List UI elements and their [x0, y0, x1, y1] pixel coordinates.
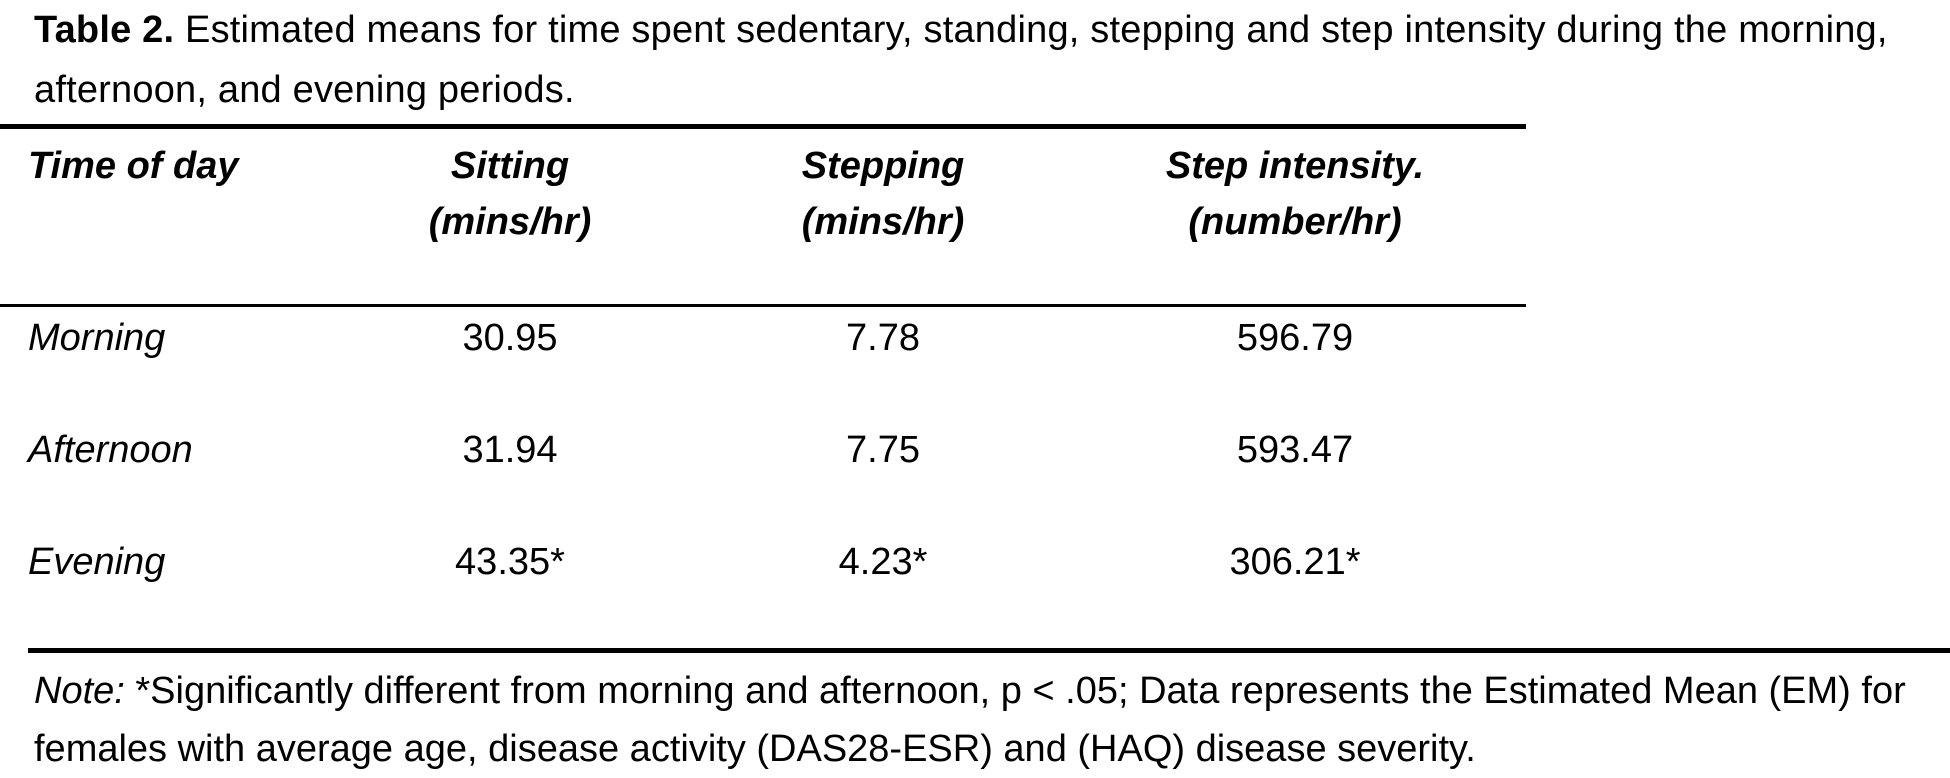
cell-evening-stepping: 4.23*	[838, 541, 928, 583]
cell-morning-intensity: 596.79	[1236, 317, 1354, 359]
cell-afternoon-intensity: 593.47	[1236, 429, 1354, 471]
cell-morning-stepping: 7.78	[846, 317, 920, 359]
header-stepping-unit: (mins/hr)	[801, 201, 965, 243]
header-step-intensity: Step intensity.	[1165, 145, 1425, 187]
table-bottom-rule	[28, 648, 1950, 653]
table-top-rule	[0, 124, 1526, 129]
header-time-of-day: Time of day	[28, 145, 239, 187]
header-sitting-unit: (mins/hr)	[428, 201, 592, 243]
table-caption: Table 2. Estimated means for time spent …	[34, 0, 1924, 120]
header-step-intensity-unit: (number/hr)	[1188, 201, 1402, 243]
row-label-evening: Evening	[28, 541, 166, 583]
table-note: Note: *Significantly different from morn…	[34, 662, 1934, 778]
cell-afternoon-stepping: 7.75	[846, 429, 920, 471]
cell-morning-sitting: 30.95	[462, 317, 558, 359]
cell-evening-sitting: 43.35*	[455, 541, 565, 583]
header-stepping: Stepping	[801, 145, 965, 187]
row-label-morning: Morning	[28, 317, 166, 359]
table-note-text: *Significantly different from morning an…	[34, 670, 1906, 770]
header-sitting: Sitting	[450, 145, 570, 187]
cell-afternoon-sitting: 31.94	[462, 429, 558, 471]
table-caption-text: Estimated means for time spent sedentary…	[34, 9, 1888, 111]
cell-evening-intensity: 306.21*	[1229, 541, 1361, 583]
table-caption-label: Table 2.	[34, 9, 175, 51]
row-label-afternoon: Afternoon	[28, 429, 193, 471]
table-header-rule	[0, 304, 1526, 307]
table-note-label: Note:	[34, 670, 125, 712]
